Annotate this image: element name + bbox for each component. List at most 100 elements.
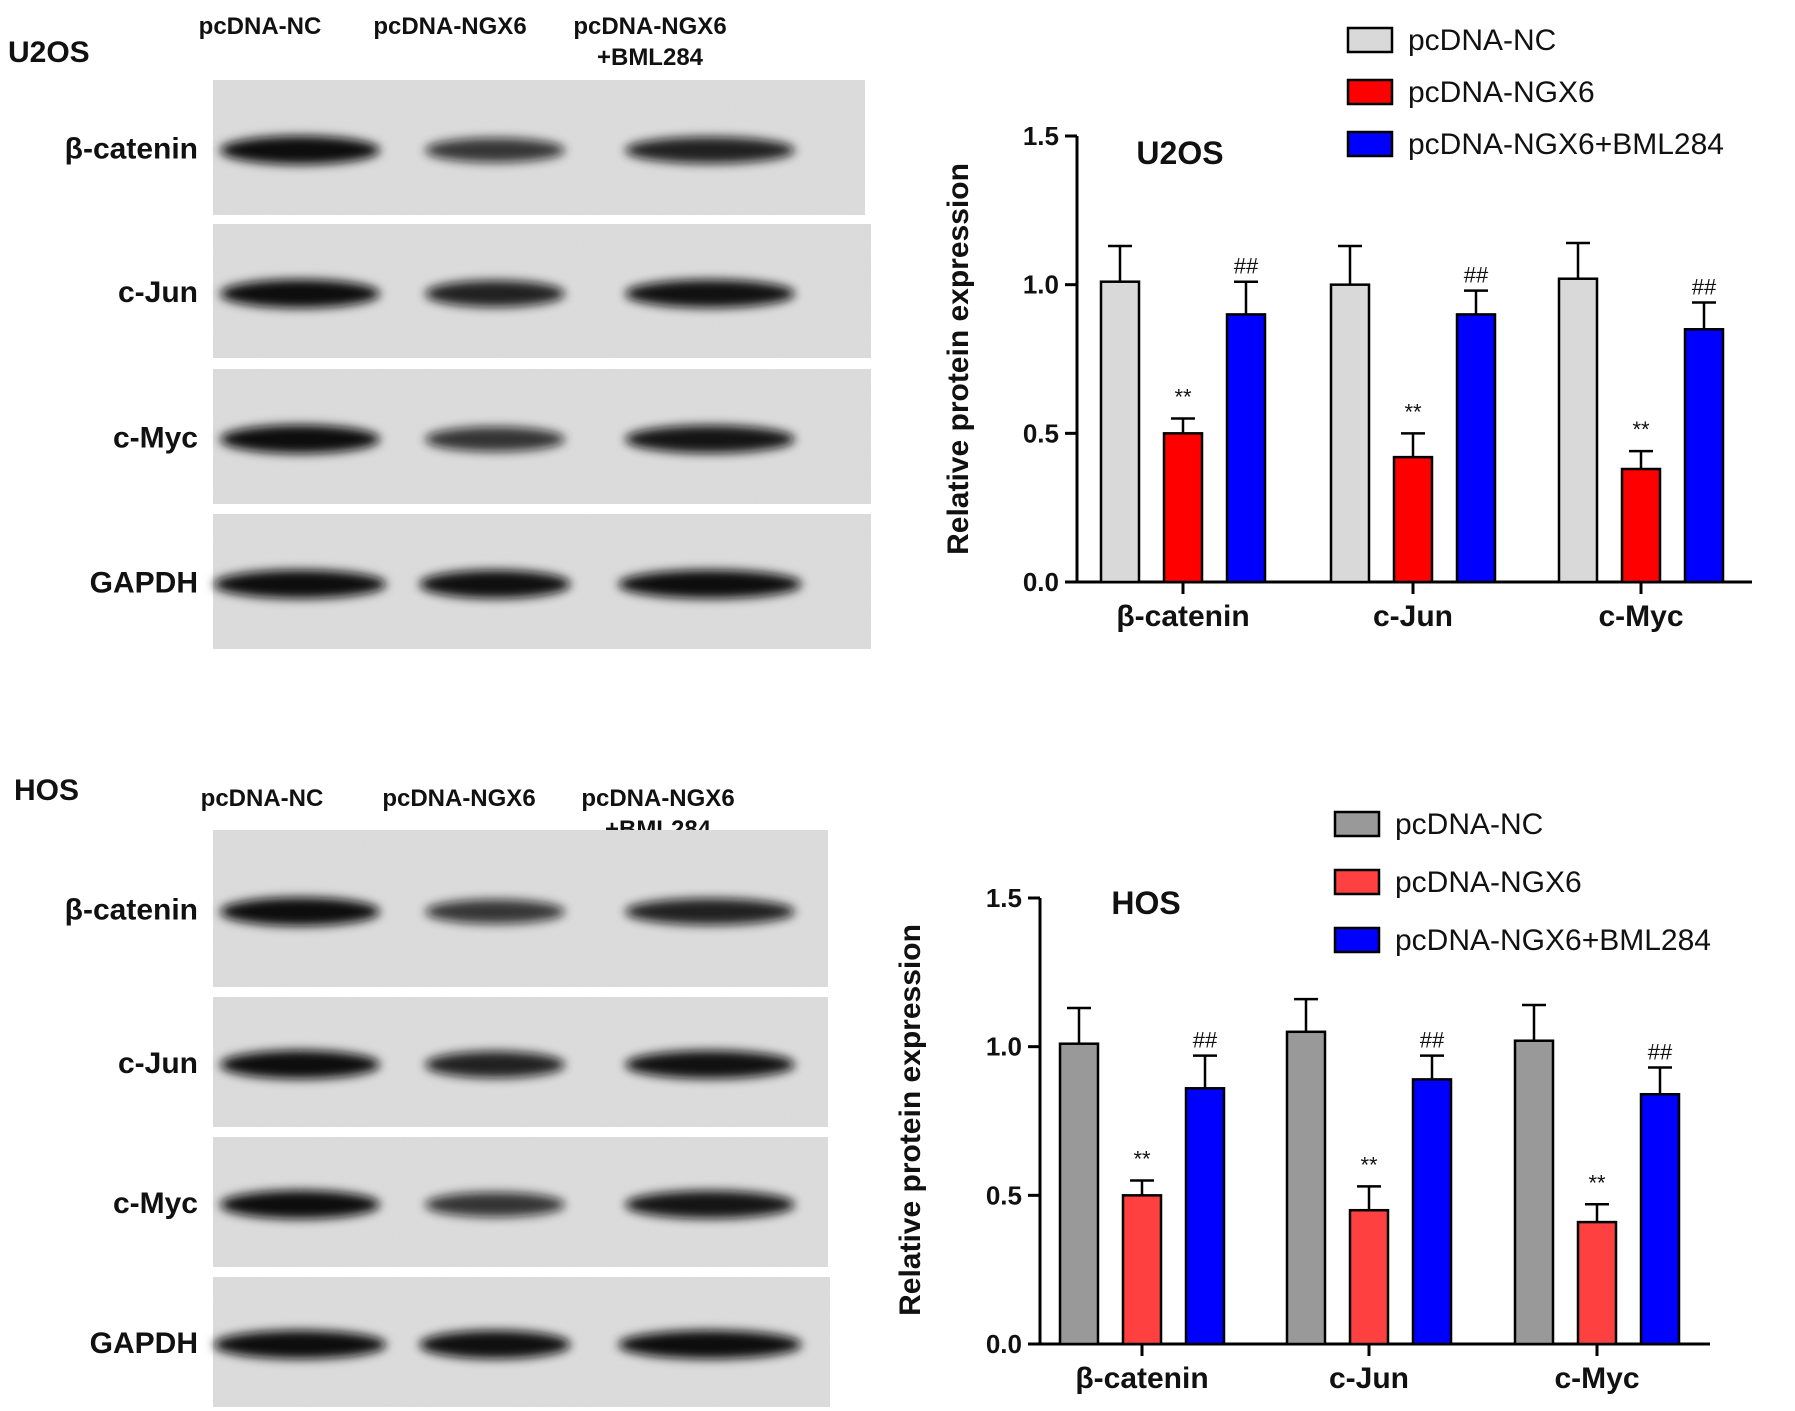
cell-line-label: U2OS [8,36,90,69]
blot-strip-4 [213,514,871,649]
y-tick-label: 0.5 [986,1180,1022,1210]
protein-label-1: β-catenin [65,133,198,166]
protein-label-3: c-Myc [113,1187,198,1220]
lane-header-1: pcDNA-NC [201,785,324,812]
bar-chart-u2os: 0.0 0.5 1.0 1.5 Relative protein expression U… [942,24,1752,633]
blot-band [213,1330,387,1359]
blot-strip-3 [213,369,871,504]
bar [1121,1194,1163,1346]
blot-band [220,897,380,926]
y-tick-label: 0.0 [986,1329,1022,1359]
significance-mark: ## [1193,1028,1218,1053]
bar [1184,1087,1226,1346]
bar [1576,1220,1618,1346]
legend-swatch [1346,26,1394,54]
bar [1620,467,1662,584]
bar [1392,455,1434,584]
category-label: β-catenin [1116,600,1249,633]
significance-mark: ## [1692,275,1717,300]
legend-label: pcDNA-NGX6 [1395,866,1582,899]
legend-swatch [1333,810,1381,838]
y-tick-label: 1.0 [986,1032,1022,1062]
legend-label: pcDNA-NGX6+BML284 [1408,128,1724,161]
panel-u2os: U2OS pcDNA-NC pcDNA-NGX6 pcDNA-NGX6 +BML284 β… [8,13,1752,649]
y-tick-label: 0.0 [1023,567,1059,597]
significance-mark: ** [1404,399,1422,424]
bar [1639,1092,1681,1346]
protein-label-3: c-Myc [113,422,198,455]
y-tick-label: 1.5 [986,883,1022,913]
blot-strip-1 [213,830,828,987]
bar [1683,328,1725,584]
category-label: c-Myc [1554,1362,1639,1395]
lane-header-3: pcDNA-NGX6 +BML284 [573,13,726,71]
category-label: c-Jun [1373,600,1453,633]
significance-mark: ## [1234,254,1259,279]
blot-band [425,899,565,924]
y-tick-label: 0.5 [1023,418,1059,448]
blot-strip-4 [213,1277,830,1407]
blot-band [625,136,795,164]
legend-swatch [1346,130,1394,158]
blot-band [220,279,380,308]
significance-mark: ## [1464,263,1489,288]
category-label: c-Jun [1329,1362,1409,1395]
blot-band [425,137,565,163]
lane-header-1: pcDNA-NC [199,13,322,40]
blot-strip-2 [213,997,828,1127]
lane-header-line: pcDNA-NGX6 [382,785,535,812]
blot-band [213,569,387,599]
cell-line-label: HOS [14,774,79,807]
blot-band [220,1190,380,1219]
lane-header-2: pcDNA-NGX6 [373,13,526,40]
y-tick-label: 1.0 [1023,270,1059,300]
blot-band [625,425,795,454]
panel-hos: HOS pcDNA-NC pcDNA-NGX6 pcDNA-NGX6 +BML284 β-… [14,774,1711,1407]
protein-label-2: c-Jun [118,1047,198,1080]
legend-swatch [1333,926,1381,954]
significance-mark: ## [1648,1039,1673,1064]
bar [1285,1030,1327,1346]
protein-label-4: GAPDH [90,1327,198,1360]
blot-band [220,424,380,454]
y-tick-label: 1.5 [1023,121,1059,151]
significance-mark: ** [1360,1152,1378,1177]
category-label: c-Myc [1598,600,1683,633]
blot-band [419,1330,571,1359]
blot-band [220,135,380,165]
blot-band [425,426,565,452]
bar [1348,1208,1390,1346]
legend-label: pcDNA-NGX6 [1408,76,1595,109]
bar [1513,1039,1555,1346]
lane-header-line: +BML284 [597,44,704,71]
bar [1455,313,1497,584]
chart-title: HOS [1111,885,1180,921]
legend-label: pcDNA-NC [1408,24,1556,57]
blot-strip-3 [213,1137,828,1267]
legend-label: pcDNA-NC [1395,808,1543,841]
blot-band [425,1051,565,1078]
lane-header-line: pcDNA-NC [199,13,322,40]
significance-mark: ** [1133,1146,1151,1171]
bar [1225,313,1267,584]
blot-band [425,1192,565,1217]
protein-label-2: c-Jun [118,276,198,309]
blot-band [425,280,565,307]
blot-strip-1 [213,80,865,215]
blot-band [625,1190,795,1219]
legend-swatch [1346,78,1394,106]
lane-header-line: pcDNA-NGX6 [581,785,734,812]
bar [1058,1042,1100,1346]
lane-header-2: pcDNA-NGX6 [382,785,535,812]
bar [1557,277,1599,584]
blot-band [618,1330,802,1359]
category-label: β-catenin [1075,1362,1208,1395]
legend-swatch [1333,868,1381,896]
legend-label: pcDNA-NGX6+BML284 [1395,924,1711,957]
lane-header-line: pcDNA-NC [201,785,324,812]
y-axis-label: Relative protein expression [894,924,927,1316]
blot-band [220,1050,380,1079]
protein-label-1: β-catenin [65,894,198,927]
